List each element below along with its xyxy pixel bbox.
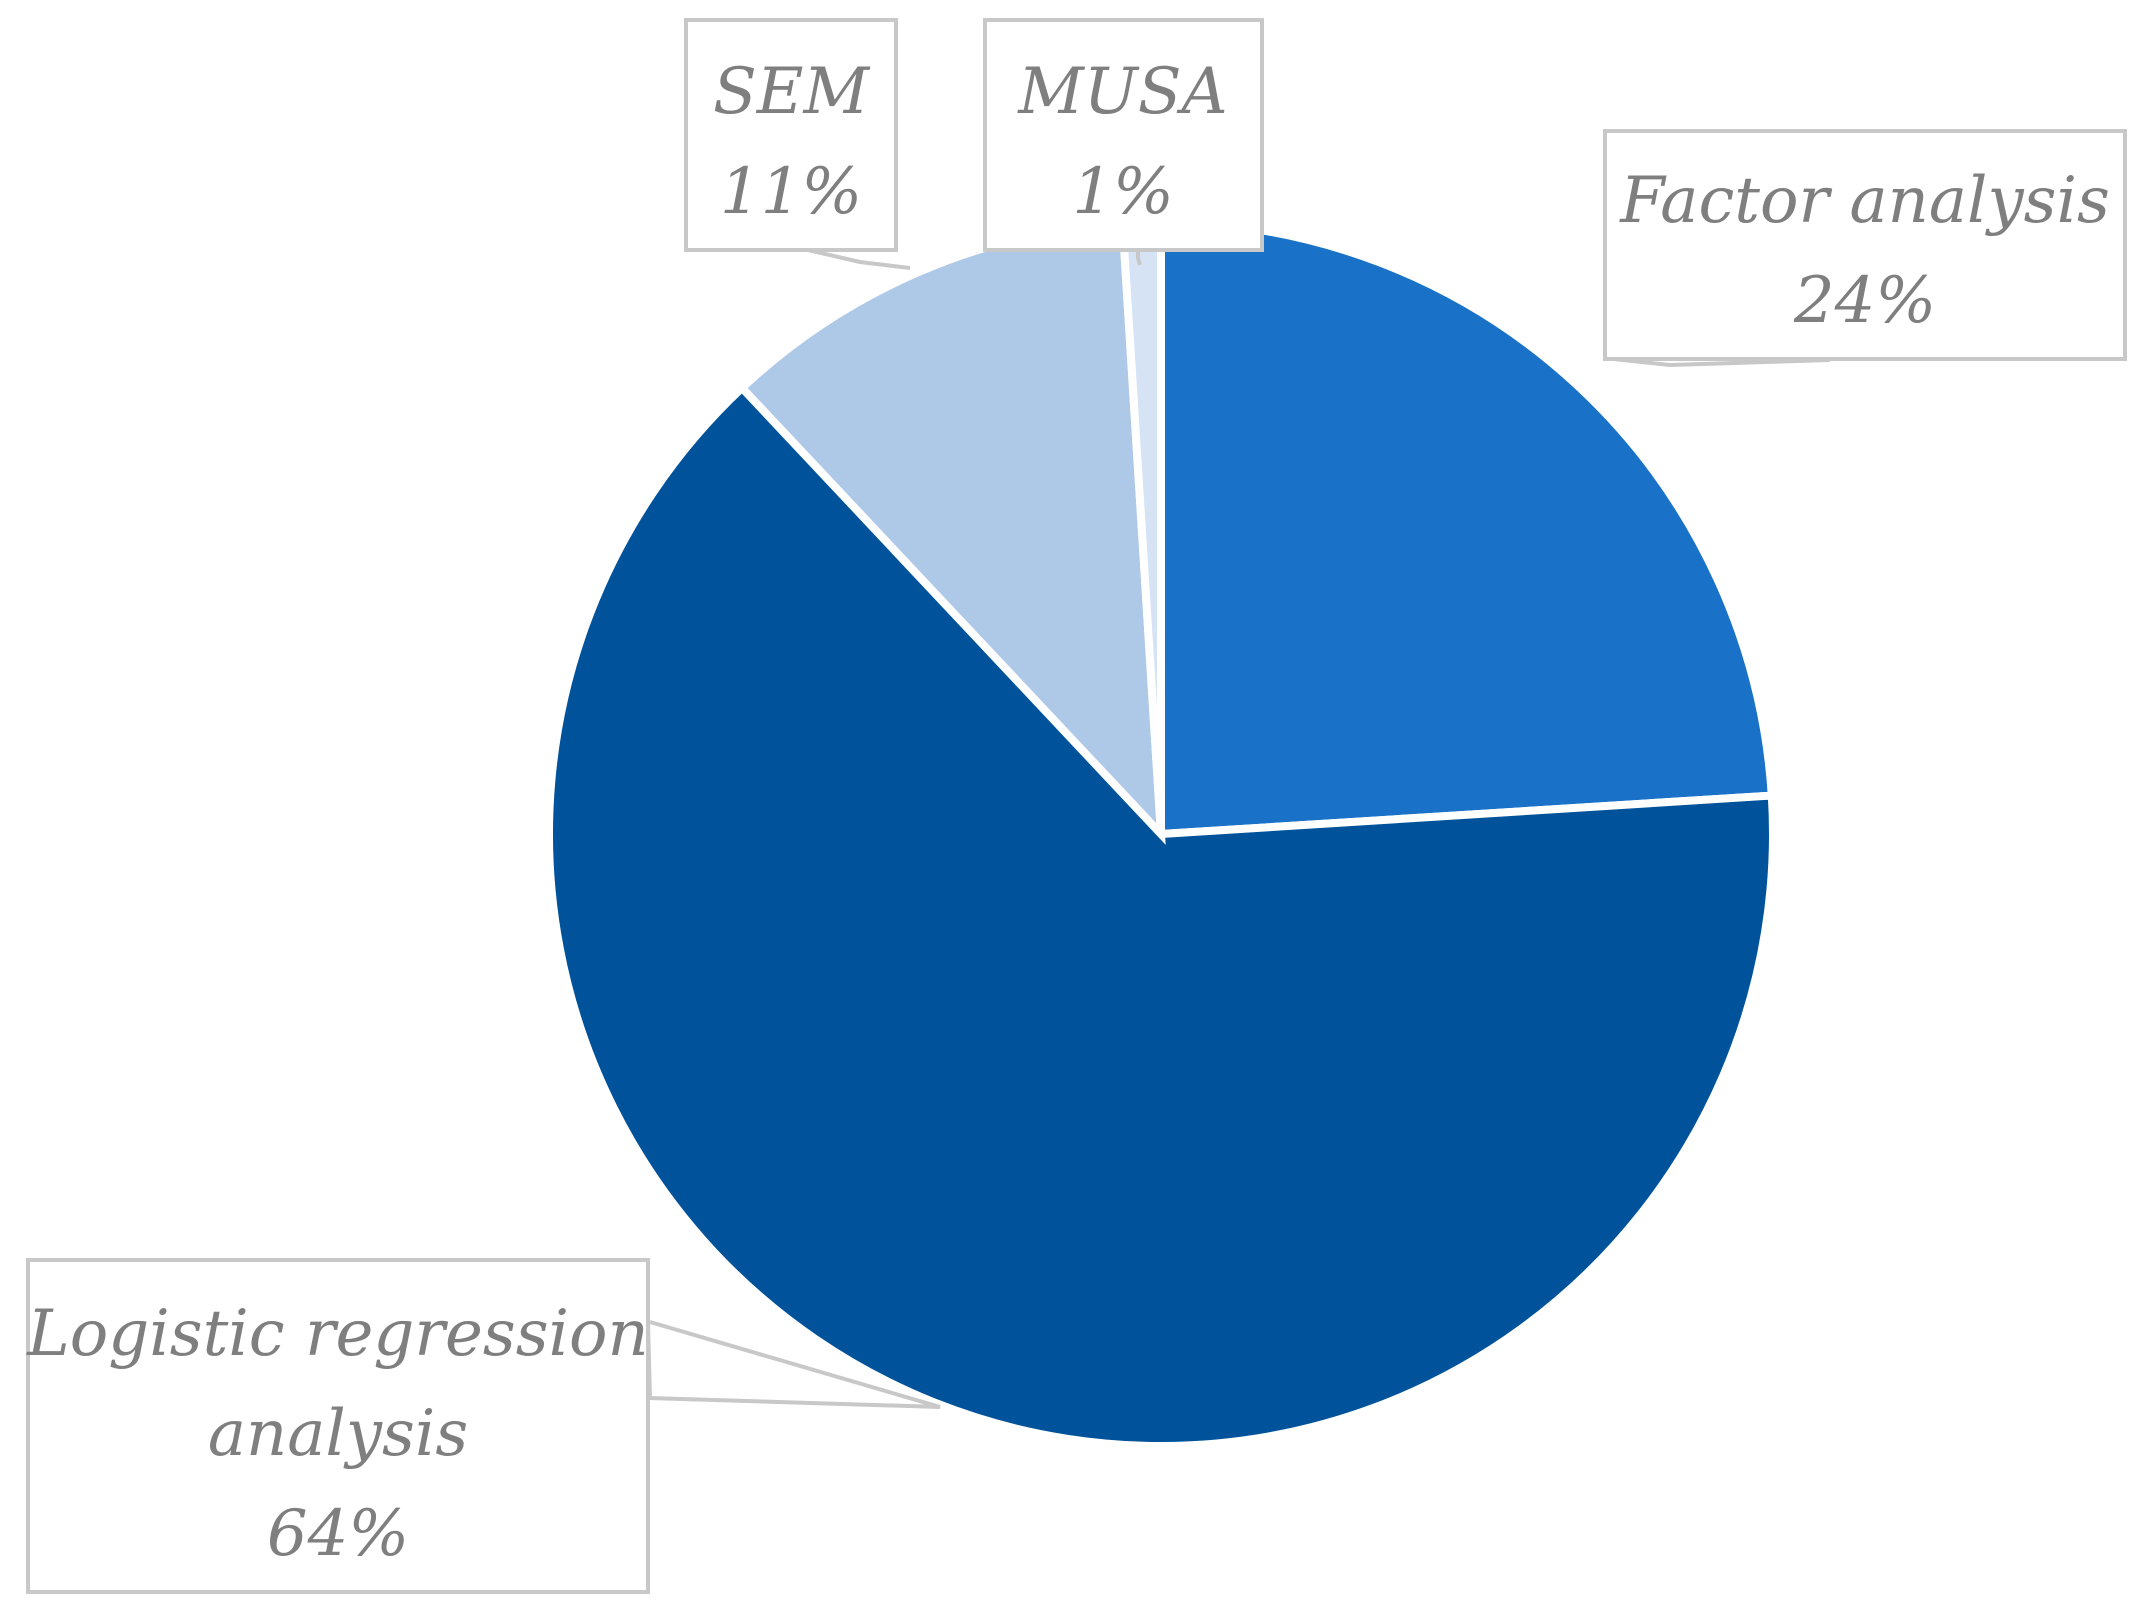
callout-box-musa (983, 18, 1264, 252)
label-musa-value: 1% (1072, 155, 1174, 229)
leader-line-sem (807, 248, 911, 270)
pie-slice-logistic-regression-analysis (545, 382, 1777, 1450)
callout-box-logistic (26, 1258, 650, 1594)
pie-slice-factor-analysis (1157, 217, 1777, 839)
label-sem-name: SEM (713, 55, 871, 129)
label-sem-value: 11% (720, 155, 862, 229)
label-logistic-name-line1: Logistic regression (26, 1297, 649, 1371)
label-logistic-name-line2: analysis (208, 1397, 468, 1471)
pie-slices (545, 217, 1777, 1450)
label-factor-name: Factor analysis (1619, 164, 2110, 238)
callout-musa: MUSA 1% (983, 18, 1264, 252)
label-factor-value: 24% (1793, 264, 1936, 338)
callout-box-sem (684, 18, 898, 252)
callout-sem: SEM 11% (684, 18, 898, 252)
label-logistic-value: 64% (267, 1497, 409, 1571)
callout-logistic-regression: Logistic regression analysis 64% (26, 1258, 650, 1594)
callout-factor-analysis: Factor analysis 24% (1603, 129, 2127, 361)
callout-box-factor (1603, 129, 2127, 361)
label-musa-name: MUSA (1017, 55, 1228, 129)
leader-line-musa (1136, 250, 1142, 266)
